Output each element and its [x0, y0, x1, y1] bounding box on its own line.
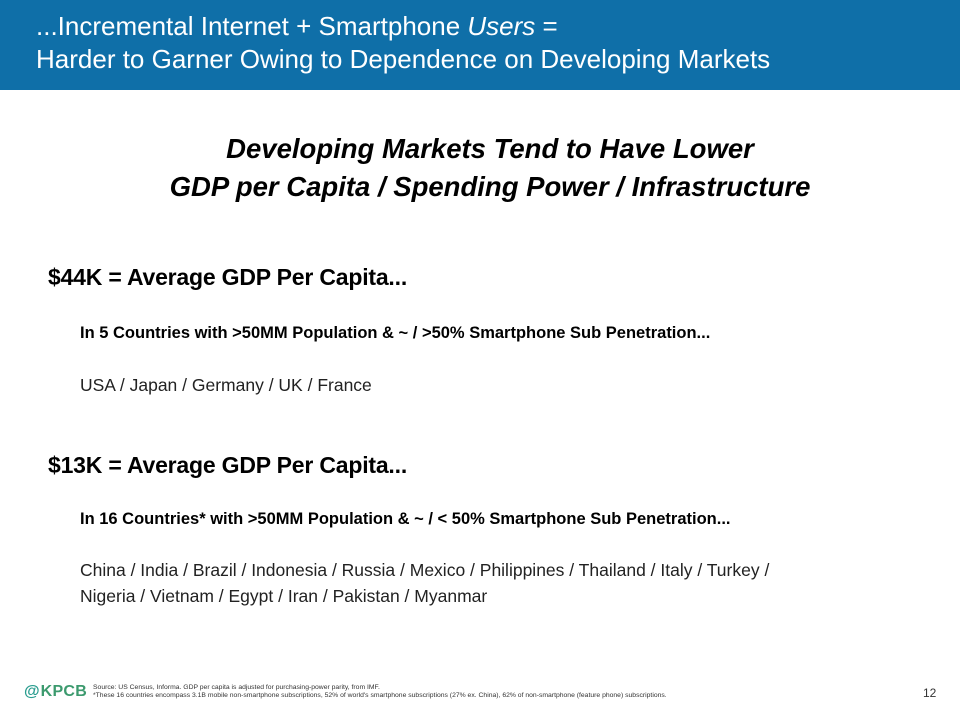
- section-2-countries: China / India / Brazil / Indonesia / Rus…: [80, 557, 769, 609]
- title-line-1-suffix: =: [535, 11, 558, 41]
- logo-brand-text: KPCB: [40, 683, 88, 700]
- logo-at-symbol: @: [24, 683, 40, 700]
- footer-footnote: *These 16 countries encompass 3.1B mobil…: [93, 692, 667, 699]
- section-2-heading: $13K = Average GDP Per Capita...: [48, 452, 408, 478]
- slide-title-line-2: Harder to Garner Owing to Dependence on …: [36, 44, 771, 74]
- section-2-countries-line-2: Nigeria / Vietnam / Egypt / Iran / Pakis…: [80, 586, 488, 606]
- section-1-countries-line-1: USA / Japan / Germany / UK / France: [80, 375, 372, 395]
- kpcb-logo: @ KPCB: [24, 683, 87, 701]
- subtitle-line-1: Developing Markets Tend to Have Lower: [226, 133, 754, 164]
- slide-title-line-1: ...Incremental Internet + Smartphone Use…: [36, 10, 951, 43]
- title-line-1-prefix: ...Incremental Internet + Smartphone: [36, 11, 468, 41]
- section-2-criteria: In 16 Countries* with >50MM Population &…: [80, 510, 731, 528]
- page-number: 12: [923, 686, 937, 700]
- slide-header: ...Incremental Internet + Smartphone Use…: [0, 0, 960, 90]
- section-1-criteria: In 5 Countries with >50MM Population & ~…: [80, 324, 711, 342]
- footer-notes: Source: US Census, Informa. GDP per capi…: [93, 684, 893, 700]
- subtitle-line-2: GDP per Capita / Spending Power / Infras…: [169, 171, 811, 202]
- section-1-countries: USA / Japan / Germany / UK / France: [80, 372, 372, 398]
- title-users-italic: Users: [467, 11, 536, 41]
- section-2-countries-line-1: China / India / Brazil / Indonesia / Rus…: [80, 560, 770, 580]
- section-1-heading: $44K = Average GDP Per Capita...: [48, 264, 408, 290]
- footer-source: Source: US Census, Informa. GDP per capi…: [93, 684, 380, 691]
- slide-title: ...Incremental Internet + Smartphone Use…: [36, 10, 951, 76]
- slide-subtitle: Developing Markets Tend to Have Lower GD…: [0, 130, 960, 206]
